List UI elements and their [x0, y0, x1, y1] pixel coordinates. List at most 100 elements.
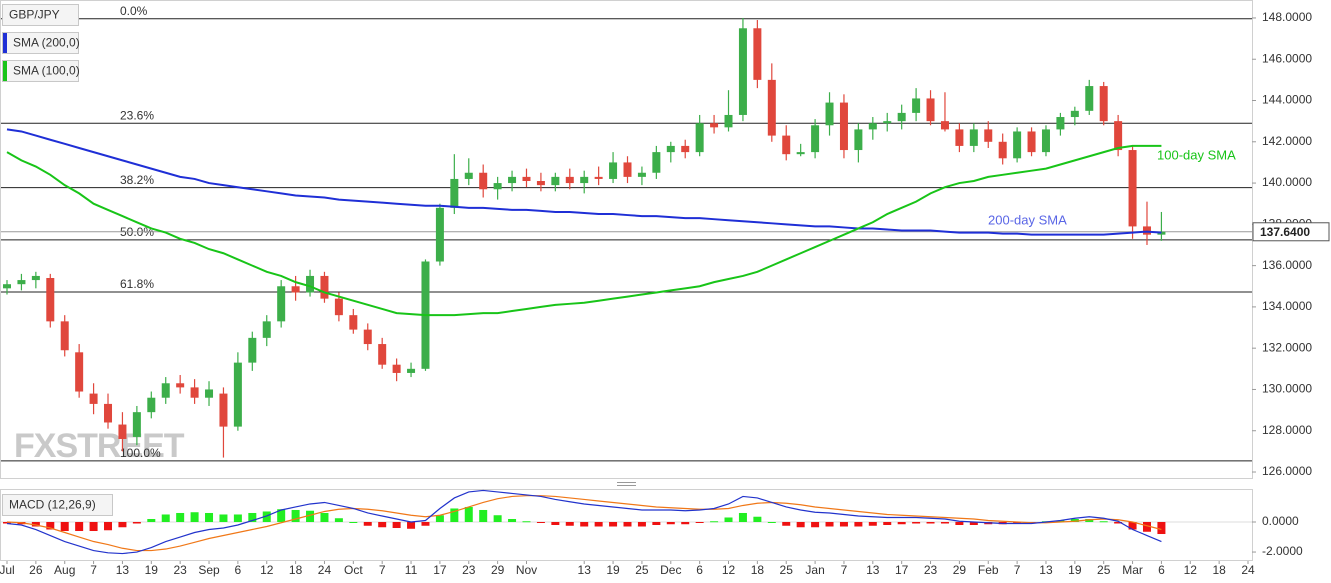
x-tick-label: 7 [90, 563, 97, 577]
candle-body [796, 152, 805, 155]
histogram-bar [666, 521, 675, 525]
histogram-bar [551, 521, 560, 525]
panel-divider [617, 482, 636, 486]
fib-label: 0.0% [120, 4, 148, 18]
sma-annotation: 200-day SMA [988, 212, 1067, 227]
candle-body [1041, 129, 1050, 153]
histogram-bar [349, 521, 358, 523]
histogram-bar [710, 521, 719, 523]
x-tick-label: 19 [145, 563, 159, 577]
y-tick-label: 130.0000 [1262, 382, 1312, 396]
x-tick-label: 13 [578, 563, 592, 577]
candle-body [233, 362, 242, 427]
symbol-label: GBP/JPY [9, 8, 60, 22]
histogram-bar [161, 514, 170, 522]
histogram-bar [233, 514, 242, 522]
histogram-bar [219, 514, 228, 522]
candle-body [205, 389, 214, 398]
x-tick-label: 7 [841, 563, 848, 577]
histogram-bar [825, 521, 834, 527]
histogram-bar [955, 521, 964, 525]
watermark: FXSTREET [14, 427, 185, 465]
candle-body [479, 172, 488, 190]
candle-body [60, 321, 69, 351]
candle-body [1013, 131, 1022, 159]
macd-line [6, 489, 1162, 555]
histogram-bar [450, 508, 459, 522]
histogram-bar [392, 521, 401, 529]
candle-body [1157, 231, 1166, 235]
histogram-bar [104, 521, 113, 531]
candle-body [854, 129, 863, 151]
candle-body [349, 315, 358, 330]
x-tick-label: 17 [433, 563, 447, 577]
signal-line [6, 495, 1162, 552]
histogram-bar [46, 521, 55, 530]
candle-body [392, 364, 401, 373]
macd-layer: 0.0000 -2.0000 Jul 26 Aug 7 13 19 23 Sep 6 12 18 24 Oc… [0, 489, 1303, 577]
candle-body [811, 125, 820, 153]
histogram-bar [796, 521, 805, 528]
histogram-bar [681, 521, 690, 525]
histogram-bar [1142, 521, 1151, 532]
histogram-bar [190, 512, 199, 522]
histogram-bar [940, 521, 949, 524]
candle-body [450, 178, 459, 208]
candle-body [306, 275, 315, 293]
histogram-bar [767, 521, 776, 523]
histogram-bar [1070, 518, 1079, 522]
x-tick-label: 23 [462, 563, 476, 577]
x-tick-label: 24 [1241, 563, 1255, 577]
fib-label: 23.6% [120, 108, 154, 122]
histogram-bar [435, 515, 444, 522]
histogram-bar [868, 521, 877, 526]
candle-body [1027, 131, 1036, 153]
candle-body [738, 28, 747, 115]
y-tick-label: -2.0000 [1262, 544, 1303, 558]
histogram-bar [1114, 521, 1123, 524]
candle-body [1128, 150, 1137, 227]
candle-body [940, 121, 949, 130]
histogram-bar [421, 521, 430, 526]
histogram-bar [75, 521, 84, 532]
candle-body [1056, 117, 1065, 130]
histogram-bar [1128, 521, 1137, 530]
x-tick-label: 7 [379, 563, 386, 577]
x-tick-label: 6 [235, 563, 242, 577]
candle-body [522, 176, 531, 182]
histogram-bar [1085, 518, 1094, 522]
histogram-bar [262, 511, 271, 522]
candle-body [623, 162, 632, 177]
x-tick-label: 19 [606, 563, 620, 577]
y-tick-label: 144.0000 [1262, 93, 1312, 107]
histogram-bar [132, 521, 141, 524]
histogram-bar [407, 521, 416, 529]
histogram-bar [883, 521, 892, 525]
candle-body [118, 424, 127, 439]
candle-body [147, 397, 156, 413]
candle-body [753, 28, 762, 80]
histogram-bar [969, 521, 978, 525]
sma-line [6, 144, 1162, 317]
histogram-bar [536, 521, 545, 523]
y-tick-label: 128.0000 [1262, 423, 1312, 437]
y-tick-label: 148.0000 [1262, 10, 1312, 24]
histogram-bar [291, 509, 300, 522]
x-tick-label: 6 [1158, 563, 1165, 577]
x-tick-label: 26 [29, 563, 43, 577]
histogram-bar [89, 521, 98, 532]
histogram-bar [31, 521, 40, 527]
y-tick-label: 126.0000 [1262, 464, 1312, 478]
candle-body [926, 98, 935, 122]
histogram-bar [378, 521, 387, 528]
x-tick-label: Feb [978, 563, 999, 577]
histogram-bar [1157, 521, 1166, 535]
histogram-bar [637, 521, 646, 527]
candle-body [724, 114, 733, 128]
candle-body [666, 145, 675, 153]
fib-label: 100.0% [120, 446, 161, 460]
x-tick-label: 11 [405, 563, 418, 577]
candle-body [89, 393, 98, 404]
legend-swatch [3, 61, 7, 81]
candle-body [1085, 86, 1094, 111]
